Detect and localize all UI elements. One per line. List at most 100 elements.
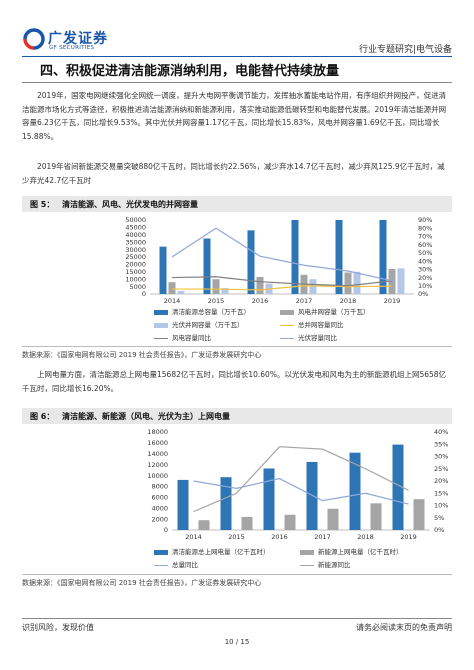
legend-swatch (300, 549, 314, 555)
header-divider (22, 56, 452, 57)
x-tick-label: 2015 (228, 533, 245, 541)
y2-tick-label: 70% (418, 233, 432, 241)
legend-label: 新能源上网电量（亿千瓦时） (318, 548, 403, 556)
figure-5-source: 数据来源：《国家电网有限公司 2019 社会责任报告》，广发证券发展研究中心 (22, 351, 262, 359)
y2-tick-label: 0% (434, 526, 444, 534)
y-tick-label: 10000 (147, 472, 168, 480)
y2-tick-label: 20% (434, 477, 448, 485)
bar (168, 282, 176, 294)
legend-swatch (154, 337, 168, 339)
figure-6-source: 数据来源：《国家电网有限公司 2019 社会责任报告》，广发证券发展研究中心 (22, 579, 262, 587)
bar (349, 452, 361, 530)
y-tick-label: 2000 (151, 515, 168, 523)
bar (413, 499, 425, 530)
bar (335, 220, 343, 294)
y2-tick-label: 30% (418, 266, 432, 274)
bar (397, 268, 405, 294)
bar (284, 514, 296, 530)
y2-tick-label: 90% (418, 216, 432, 224)
y-tick-label: 0 (142, 290, 146, 298)
legend-item: 新能源同比 (300, 559, 351, 569)
y-tick-label: 25000 (125, 253, 146, 261)
bar (221, 288, 229, 294)
bar (388, 268, 396, 294)
footer-slogan: 识别风险，发现价值 (22, 623, 94, 632)
legend-item: 风电并网容量（万千瓦） (280, 306, 370, 316)
legend-item: 总量同比 (154, 559, 198, 569)
legend-item: 光伏容量同比 (280, 332, 337, 342)
series-line (171, 227, 393, 282)
bar (344, 272, 352, 294)
legend-swatch (154, 322, 168, 328)
series-line (193, 446, 409, 513)
y2-tick-label: 40% (434, 428, 448, 436)
y2-tick-label: 25% (434, 465, 448, 473)
y2-tick-label: 15% (434, 489, 448, 497)
legend-swatch (280, 337, 294, 339)
y2-tick-label: 30% (434, 453, 448, 461)
x-tick-label: 2019 (400, 533, 417, 541)
legend-label: 清洁能源总上网电量（亿千瓦时） (172, 548, 270, 556)
footer-disclaimer: 请务必阅读末页的免责声明 (356, 623, 452, 632)
bar (203, 238, 211, 294)
legend-label: 新能源同比 (318, 561, 351, 569)
legend-label: 光伏容量同比 (298, 334, 337, 342)
y2-tick-label: 40% (418, 257, 432, 265)
x-tick-label: 2017 (296, 297, 313, 304)
paragraph-grid-power: 上网电量方面，清洁能源总上网电量15682亿千瓦时，同比增长10.60%。以光伏… (22, 370, 447, 393)
y-tick-label: 4000 (151, 504, 168, 512)
bar (159, 246, 167, 294)
legend-item: 风电容量同比 (154, 332, 211, 342)
bar (247, 230, 255, 294)
x-tick-label: 2017 (314, 533, 331, 541)
series-line (193, 477, 409, 505)
legend-item: 光伏并网容量（万千瓦） (154, 319, 244, 329)
x-tick-label: 2018 (357, 533, 374, 541)
bar (212, 279, 220, 294)
y-tick-label: 30000 (125, 246, 146, 254)
source-divider (22, 346, 452, 347)
chart-grid-electricity: 0 2000 4000 6000 8000 10000 12000 14000 16000 180… (147, 428, 448, 541)
legend-swatch (280, 324, 294, 326)
report-category: 行业专题研究|电气设备 (358, 45, 452, 55)
legend-label: 总量同比 (172, 561, 198, 569)
y-tick-label: 50000 (125, 216, 146, 224)
paragraph-trading: 2019年省间新能源交易量突破880亿千瓦时，同比增长约22.56%，减少弃水1… (22, 162, 445, 185)
section-title: 四、积极促进清洁能源消纳利用，电能替代持续放量 (40, 64, 340, 79)
bar (370, 503, 382, 530)
x-tick-label: 2016 (252, 297, 269, 304)
bar (198, 520, 210, 530)
y-tick-label: 10000 (125, 275, 146, 283)
y-tick-label: 40000 (125, 231, 146, 239)
bar (177, 291, 185, 294)
figure-5-legend: 清洁能源总容量（万千瓦） 风电并网容量（万千瓦） 光伏并网容量（万千瓦） 总并网… (22, 306, 452, 360)
legend-item: 新能源上网电量（亿千瓦时） (300, 546, 403, 556)
y2-tick-label: 5% (434, 514, 444, 522)
legend-label: 光伏并网容量（万千瓦） (172, 321, 244, 329)
bar (263, 468, 275, 530)
legend-swatch (154, 549, 168, 555)
figure-6-header: 图 6： 清洁能源、新能源（风电、光伏为主）上网电量 (22, 408, 452, 424)
y-tick-label: 16000 (147, 439, 168, 447)
bar (241, 516, 253, 530)
bar (177, 479, 189, 530)
legend-swatch (280, 309, 294, 315)
series-line (172, 285, 393, 291)
y2-tick-label: 50% (418, 249, 432, 257)
y-tick-label: 45000 (125, 224, 146, 232)
legend-label: 清洁能源总容量（万千瓦） (172, 308, 250, 316)
y-tick-label: 6000 (151, 494, 168, 502)
legend-swatch (300, 564, 314, 566)
legend-item: 总并网容量同比 (280, 319, 344, 329)
legend-label: 风电并网容量（万千瓦） (298, 308, 370, 316)
x-tick-label: 2019 (384, 297, 401, 304)
paragraph-clean-energy: 2019年，国家电网继续强化全网统一调度，提升大电网平衡调节能力，发挥抽水蓄能电… (22, 91, 447, 141)
y-tick-label: 15000 (125, 268, 146, 276)
x-tick-label: 2014 (185, 533, 202, 541)
company-logo-english: GF SECURITIES (49, 45, 95, 51)
bar (327, 508, 339, 530)
y-tick-label: 18000 (147, 428, 168, 436)
y2-tick-label: 10% (418, 282, 432, 290)
x-tick-label: 2016 (271, 533, 288, 541)
bar (392, 444, 404, 530)
